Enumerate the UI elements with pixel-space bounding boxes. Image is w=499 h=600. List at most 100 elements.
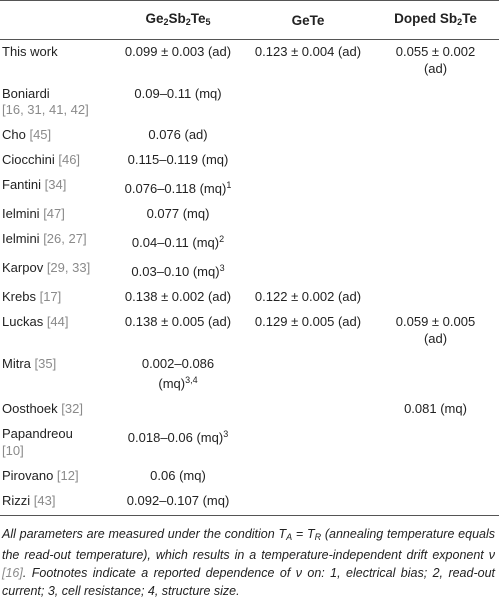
- study-cell: Fantini [34]: [2, 177, 67, 192]
- table-row: Ielmini [26, 27] 0.04–0.11 (mq)2: [0, 227, 499, 256]
- reference-link[interactable]: [43]: [33, 492, 56, 508]
- reference-link[interactable]: [10]: [2, 442, 24, 458]
- ge2sb2te5-value: 0.018–0.06 (mq)3: [127, 429, 229, 445]
- reference-link[interactable]: [47]: [43, 206, 65, 221]
- gete-value: [244, 489, 372, 516]
- doped-sb2te-value: [372, 227, 499, 256]
- study-cell: Rizzi [43]: [2, 492, 56, 508]
- reference-link[interactable]: [44]: [46, 314, 69, 329]
- doped-sb2te-value: [372, 123, 499, 148]
- ge2sb2te5-value: 0.077 (mq): [146, 206, 210, 221]
- table-row: This work 0.099 ± 0.003 (ad) 0.123 ± 0.004…: [0, 40, 499, 82]
- study-cell: Boniardi [16, 31, 41, 42]: [2, 85, 89, 118]
- header-gete: GeTe: [291, 12, 325, 28]
- reference-link[interactable]: [17]: [39, 289, 62, 304]
- study-cell: Pirovano [12]: [2, 467, 79, 483]
- footnote-marker: 1: [226, 180, 232, 190]
- table-row: Rizzi [43] 0.092–0.107 (mq): [0, 489, 499, 516]
- ge2sb2te5-value: 0.115–0.119 (mq): [127, 152, 229, 167]
- doped-sb2te-value: [372, 148, 499, 173]
- doped-sb2te-value: [372, 173, 499, 202]
- study-cell: This work: [2, 44, 58, 59]
- header-ge2sb2te5: Ge2Sb2Te5: [145, 11, 211, 27]
- study-cell: Oosthoek [32]: [2, 401, 83, 416]
- table-row: Ciocchini [46] 0.115–0.119 (mq): [0, 148, 499, 173]
- header-doped-sb2te: Doped Sb2Te: [394, 11, 477, 27]
- gete-value: [244, 82, 372, 124]
- study-cell: Papandreou [10]: [2, 426, 73, 458]
- ge2sb2te5-value: 0.138 ± 0.002 (ad): [124, 289, 232, 304]
- reference-link[interactable]: [45]: [29, 127, 52, 142]
- table-row: Papandreou [10] 0.018–0.06 (mq)3: [0, 422, 499, 464]
- reference-link[interactable]: [26, 27]: [43, 231, 87, 246]
- table-row: Krebs [17] 0.138 ± 0.002 (ad) 0.122 ± 0.00…: [0, 285, 499, 310]
- doped-sb2te-value: 0.059 ± 0.005 (ad): [395, 314, 476, 346]
- header-empty-cell: [0, 1, 112, 40]
- reference-link[interactable]: [32]: [61, 401, 83, 416]
- ge2sb2te5-value: 0.06 (mq): [150, 467, 206, 483]
- footnote-reference-link[interactable]: [16]: [2, 566, 23, 580]
- gete-value: [244, 256, 372, 285]
- gete-value: [244, 397, 372, 422]
- reference-link[interactable]: [34]: [44, 177, 67, 192]
- ge2sb2te5-value: 0.076 (ad): [148, 127, 208, 142]
- doped-sb2te-value: [372, 464, 499, 489]
- gete-value: [244, 202, 372, 227]
- footnote-marker: 2: [219, 234, 225, 244]
- table-row: Ielmini [47] 0.077 (mq): [0, 202, 499, 227]
- drift-exponent-table: Ge2Sb2Te5 GeTe Doped Sb2Te This work 0.09…: [0, 0, 499, 516]
- table-row: Fantini [34] 0.076–0.118 (mq)1: [0, 173, 499, 202]
- ge2sb2te5-value: [112, 397, 244, 422]
- gete-value: [244, 173, 372, 202]
- reference-link[interactable]: [29, 33]: [46, 260, 91, 275]
- gete-value: [244, 148, 372, 173]
- doped-sb2te-value: [372, 82, 499, 124]
- study-cell: Karpov [29, 33]: [2, 260, 91, 275]
- table-body: This work 0.099 ± 0.003 (ad) 0.123 ± 0.004…: [0, 40, 499, 516]
- study-cell: Ielmini [47]: [2, 206, 65, 221]
- doped-sb2te-value: 0.055 ± 0.002 (ad): [395, 44, 476, 76]
- header-row: Ge2Sb2Te5 GeTe Doped Sb2Te: [0, 0, 499, 40]
- gete-value: [244, 123, 372, 148]
- reference-link[interactable]: [12]: [56, 467, 79, 483]
- table-row: Mitra [35] 0.002–0.086 (mq)3,4: [0, 352, 499, 398]
- table-row: Oosthoek [32] 0.081 (mq): [0, 397, 499, 422]
- doped-sb2te-value: [372, 202, 499, 227]
- table-row: Boniardi [16, 31, 41, 42] 0.09–0.11 (mq): [0, 82, 499, 124]
- ge2sb2te5-value: 0.03–0.10 (mq)3: [131, 263, 225, 279]
- gete-value: [244, 464, 372, 489]
- footnote-marker: 3: [219, 263, 225, 273]
- doped-sb2te-value: [372, 489, 499, 516]
- ge2sb2te5-value: 0.138 ± 0.005 (ad): [124, 314, 232, 329]
- gete-value: 0.129 ± 0.005 (ad): [254, 314, 362, 329]
- study-cell: Krebs [17]: [2, 289, 62, 304]
- study-cell: Ciocchini [46]: [2, 152, 81, 167]
- study-cell: Mitra [35]: [2, 355, 57, 371]
- reference-link[interactable]: [16, 31, 41, 42]: [2, 102, 89, 117]
- ge2sb2te5-value: 0.092–0.107 (mq): [126, 492, 230, 508]
- gete-value: [244, 227, 372, 256]
- table-row: Cho [45] 0.076 (ad): [0, 123, 499, 148]
- ge2sb2te5-value: 0.076–0.118 (mq)1: [124, 180, 232, 196]
- doped-sb2te-value: [372, 422, 499, 464]
- doped-sb2te-value: [372, 352, 499, 398]
- ge2sb2te5-value: 0.002–0.086 (mq)3,4: [141, 355, 215, 392]
- ge2sb2te5-value: 0.099 ± 0.003 (ad): [124, 44, 232, 59]
- doped-sb2te-value: 0.081 (mq): [404, 401, 467, 416]
- study-cell: Cho [45]: [2, 127, 52, 142]
- study-cell: Luckas [44]: [2, 314, 69, 329]
- gete-value: [244, 422, 372, 464]
- gete-value: 0.123 ± 0.004 (ad): [254, 44, 362, 59]
- reference-link[interactable]: [35]: [34, 355, 57, 371]
- ge2sb2te5-value: 0.04–0.11 (mq)2: [131, 234, 225, 250]
- gete-value: [244, 352, 372, 398]
- table-row: Luckas [44] 0.138 ± 0.005 (ad) 0.129 ± 0.0…: [0, 310, 499, 352]
- study-cell: Ielmini [26, 27]: [2, 231, 87, 246]
- table-row: Pirovano [12] 0.06 (mq): [0, 464, 499, 489]
- ge2sb2te5-value: 0.09–0.11 (mq): [134, 85, 222, 101]
- doped-sb2te-value: [372, 285, 499, 310]
- gete-value: 0.122 ± 0.002 (ad): [254, 289, 362, 304]
- reference-link[interactable]: [46]: [58, 152, 81, 167]
- footnote-marker: 3: [223, 429, 229, 439]
